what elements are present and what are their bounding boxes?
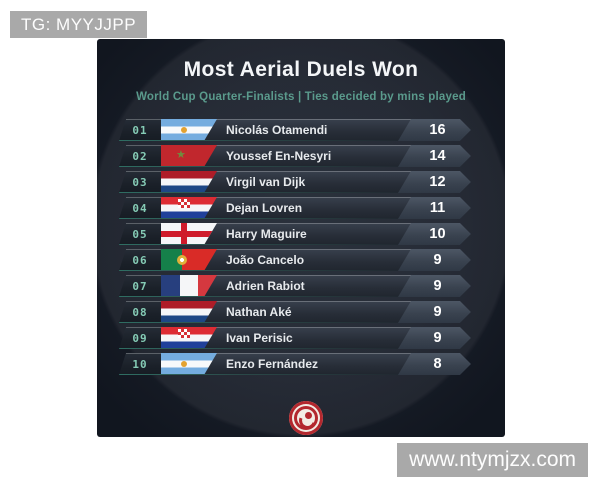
value-badge: 11 (398, 197, 471, 219)
rank-label: 10 (119, 353, 161, 375)
value-badge: 9 (398, 275, 471, 297)
leaderboard-row: 04 Dejan Lovren 11 (119, 197, 471, 219)
portugal-flag-icon (161, 249, 217, 271)
player-name: João Cancelo (226, 253, 305, 267)
rank-label: 09 (119, 327, 161, 349)
player-name: Dejan Lovren (226, 201, 303, 215)
leaderboard-row: 02 Youssef En-Nesyri 14 (119, 145, 471, 167)
value-label: 9 (433, 278, 442, 294)
value-label: 16 (429, 122, 446, 138)
netherlands-flag-icon (161, 301, 217, 323)
value-label: 9 (433, 304, 442, 320)
player-name: Virgil van Dijk (226, 175, 306, 189)
leaderboard-row: 05 Harry Maguire 10 (119, 223, 471, 245)
value-badge: 16 (398, 119, 471, 141)
leaderboard-row: 01 Nicolás Otamendi 16 (119, 119, 471, 141)
value-label: 10 (429, 226, 446, 242)
croatia-flag-icon (161, 327, 217, 349)
player-name: Nicolás Otamendi (226, 123, 328, 137)
leaderboard: 01 Nicolás Otamendi 16 02 Youssef En-Nes… (119, 119, 471, 379)
leaderboard-row: 03 Virgil van Dijk 12 (119, 171, 471, 193)
england-flag-icon (161, 223, 217, 245)
card-title: Most Aerial Duels Won (183, 58, 419, 81)
player-name: Harry Maguire (226, 227, 307, 241)
rank-label: 03 (119, 171, 161, 193)
value-badge: 12 (398, 171, 471, 193)
leaderboard-row: 09 Ivan Perisic 9 (119, 327, 471, 349)
argentina-flag-icon (161, 353, 217, 375)
telegram-handle-badge: TG: MYYJJPP (10, 11, 148, 38)
player-name: Youssef En-Nesyri (226, 149, 332, 163)
value-badge: 9 (398, 249, 471, 271)
rank-label: 07 (119, 275, 161, 297)
card-subtitle: World Cup Quarter-Finalists | Ties decid… (136, 91, 466, 103)
leaderboard-row: 06 João Cancelo 9 (119, 249, 471, 271)
value-label: 9 (433, 252, 442, 268)
website-watermark: www.ntymjzx.com (397, 443, 588, 477)
value-badge: 8 (398, 353, 471, 375)
publisher-logo (289, 401, 323, 435)
rank-label: 05 (119, 223, 161, 245)
value-label: 14 (429, 148, 446, 164)
value-badge: 14 (398, 145, 471, 167)
value-badge: 9 (398, 327, 471, 349)
rank-label: 08 (119, 301, 161, 323)
france-flag-icon (161, 275, 217, 297)
player-name: Ivan Perisic (226, 331, 293, 345)
rank-label: 06 (119, 249, 161, 271)
player-name: Enzo Fernández (226, 357, 319, 371)
rank-label: 04 (119, 197, 161, 219)
value-badge: 10 (398, 223, 471, 245)
player-name: Nathan Aké (226, 305, 292, 319)
value-label: 8 (433, 356, 442, 372)
stat-card: Most Aerial Duels Won World Cup Quarter-… (97, 39, 505, 437)
value-badge: 9 (398, 301, 471, 323)
leaderboard-row: 08 Nathan Aké 9 (119, 301, 471, 323)
rank-label: 01 (119, 119, 161, 141)
morocco-flag-icon (161, 145, 217, 167)
netherlands-flag-icon (161, 171, 217, 193)
value-label: 12 (429, 174, 446, 190)
argentina-flag-icon (161, 119, 217, 141)
rank-label: 02 (119, 145, 161, 167)
player-name: Adrien Rabiot (226, 279, 305, 293)
leaderboard-row: 07 Adrien Rabiot 9 (119, 275, 471, 297)
leaderboard-row: 10 Enzo Fernández 8 (119, 353, 471, 375)
swirl-logo-icon (297, 409, 315, 427)
value-label: 11 (429, 200, 446, 216)
croatia-flag-icon (161, 197, 217, 219)
value-label: 9 (433, 330, 442, 346)
